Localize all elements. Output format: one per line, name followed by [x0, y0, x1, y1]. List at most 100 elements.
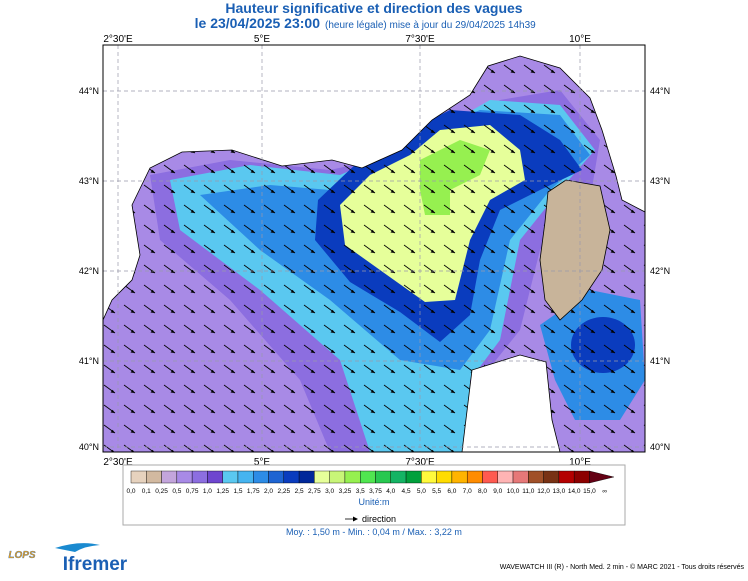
colorbar-label: 0,1 [142, 488, 151, 495]
colorbar-label: 2,5 [295, 488, 304, 495]
colorbar-cell [375, 470, 391, 484]
lat-label-left: 43°N [79, 176, 99, 186]
colorbar-label: 9,0 [493, 488, 502, 495]
colorbar-tip [589, 470, 614, 484]
colorbar-cell [176, 470, 193, 484]
colorbar-label: ∞ [602, 488, 607, 495]
stats: Moy. : 1,50 m - Min. : 0,04 m / Max. : 3… [286, 527, 462, 537]
colorbar: 0,0 0,1 0,25 0,5 0,75 1,0 1,25 1,5 1,75 2,0 2,25 2,… [126, 470, 614, 495]
colorbar-cell [191, 470, 208, 484]
colorbar-label: 5,5 [432, 488, 441, 495]
colorbar-label: 4,0 [386, 488, 395, 495]
direction-label: direction [362, 514, 396, 524]
colorbar-cell [421, 470, 437, 484]
colorbar-label: 3,25 [339, 488, 352, 495]
colorbar-label: 14,0 [568, 488, 581, 495]
colorbar-label: 11,0 [522, 488, 535, 495]
colorbar-label: 0,25 [155, 488, 168, 495]
colorbar-label: 2,25 [277, 488, 290, 495]
lon-label-top: 7°30'E [405, 34, 435, 45]
colorbar-cell [573, 470, 590, 484]
lat-label-left: 44°N [79, 86, 99, 96]
colorbar-cell [298, 470, 315, 484]
colorbar-cell [283, 470, 300, 484]
colorbar-cell [130, 470, 147, 484]
lon-label-top: 2°30'E [103, 34, 133, 45]
colorbar-label: 10,0 [507, 488, 520, 495]
colorbar-cell [512, 470, 529, 484]
colorbar-label: 7,0 [463, 488, 472, 495]
colorbar-label: 2,0 [264, 488, 273, 495]
colorbar-cell [237, 470, 254, 484]
date: le 23/04/2025 23:00 [195, 15, 321, 31]
lon-label-top: 5°E [254, 34, 271, 45]
colorbar-cell [344, 470, 361, 484]
colorbar-cell [268, 470, 285, 484]
colorbar-label: 3,5 [356, 488, 365, 495]
map-frame [102, 44, 646, 453]
colorbar-cell [360, 470, 376, 484]
credit: WAVEWATCH III (R) - North Med. 2 min - ©… [500, 563, 745, 571]
lon-label-bottom: 5°E [254, 457, 271, 468]
colorbar-cell [222, 470, 239, 484]
colorbar-cell [146, 470, 162, 484]
colorbar-label: 0,5 [172, 488, 181, 495]
lon-label-bottom: 7°30'E [405, 457, 435, 468]
colorbar-cell [329, 470, 346, 484]
lat-label-right: 41°N [650, 356, 670, 366]
logo-lops: LOPS [8, 550, 36, 561]
title: Hauteur significative et direction des v… [225, 0, 522, 16]
colorbar-label: 3,0 [325, 488, 334, 495]
colorbar-cell [390, 470, 407, 484]
unit: Unité:m [358, 497, 389, 507]
logo-ifremer-mark [55, 543, 100, 552]
colorbar-label: 0,75 [186, 488, 199, 495]
direction-arrow-head [353, 516, 358, 522]
colorbar-label: 3,75 [369, 488, 382, 495]
colorbar-label: 13,0 [553, 488, 566, 495]
sea-field [103, 56, 645, 452]
colorbar-label: 0,0 [126, 488, 135, 495]
colorbar-cell [314, 470, 330, 484]
lon-label-bottom: 2°30'E [103, 457, 133, 468]
lat-label-left: 41°N [79, 356, 99, 366]
lat-label-left: 42°N [79, 266, 99, 276]
colorbar-label: 2,75 [308, 488, 321, 495]
corsica [539, 179, 611, 321]
colorbar-label: 1,25 [216, 488, 229, 495]
colorbar-label: 1,75 [247, 488, 260, 495]
colorbar-label: 4,5 [402, 488, 411, 495]
logo-ifremer: Ifremer [63, 554, 128, 575]
lat-label-right: 43°N [650, 176, 670, 186]
colorbar-cell [207, 470, 223, 484]
colorbar-cell [466, 470, 483, 484]
colorbar-label: 6,0 [447, 488, 456, 495]
lon-label-bottom: 10°E [569, 457, 591, 468]
lat-label-right: 42°N [650, 266, 670, 276]
lat-label-left: 40°N [79, 442, 99, 452]
graticule [103, 45, 645, 452]
subtitle: (heure légale) mise à jour du 29/04/2025… [325, 20, 536, 31]
colorbar-label: 15,0 [583, 488, 596, 495]
colorbar-cell [497, 470, 514, 484]
lat-label-right: 44°N [650, 86, 670, 96]
colorbar-cell [482, 470, 498, 484]
map [103, 45, 645, 452]
colorbar-cell [528, 470, 544, 484]
colorbar-label: 12,0 [537, 488, 550, 495]
colorbar-cell [253, 470, 269, 484]
colorbar-cell [436, 470, 453, 484]
lat-label-right: 40°N [650, 442, 670, 452]
axis-labels: 2°30'E 2°30'E 5°E 5°E 7°30'E 7°30'E 10°E 10°E 44… [79, 34, 670, 468]
colorbar-cell [558, 470, 575, 484]
lon-label-top: 10°E [569, 34, 591, 45]
colorbar-label: 1,5 [233, 488, 242, 495]
colorbar-cell [543, 470, 560, 484]
colorbar-cell [405, 470, 422, 484]
colorbar-label: 8,0 [478, 488, 487, 495]
colorbar-cell [451, 470, 468, 484]
colorbar-label: 1,0 [203, 488, 212, 495]
colorbar-label: 5,0 [417, 488, 426, 495]
colorbar-cell [161, 470, 178, 484]
